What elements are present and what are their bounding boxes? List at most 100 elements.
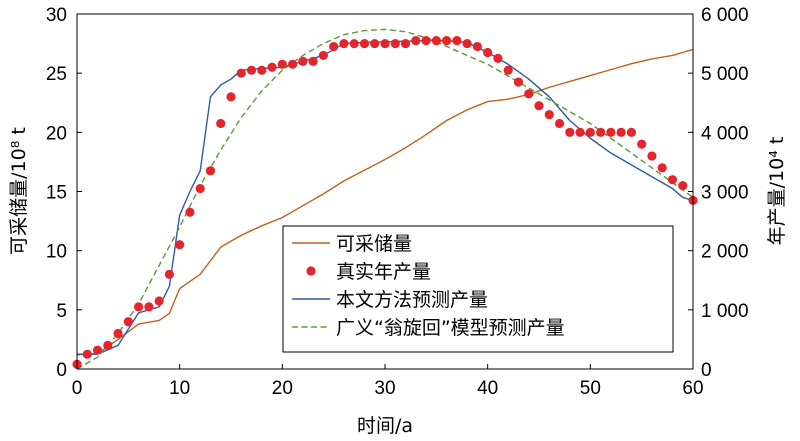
- data-point: [92, 345, 103, 355]
- data-point: [175, 240, 185, 250]
- legend-label: 可采储量: [336, 233, 412, 255]
- legend-item: 广义“翁旋回”模型预测产量: [292, 317, 565, 339]
- data-point: [103, 340, 113, 350]
- data-point: [257, 65, 267, 75]
- data-point: [113, 328, 123, 339]
- data-point: [544, 109, 554, 120]
- data-point: [370, 38, 380, 49]
- data-point: [565, 127, 575, 137]
- data-point: [359, 38, 370, 49]
- legend-box: [282, 225, 674, 353]
- legend-item: 可采储量: [292, 233, 412, 255]
- data-point: [390, 38, 400, 49]
- data-point: [637, 139, 647, 149]
- data-point: [575, 127, 585, 137]
- data-point: [411, 36, 421, 46]
- data-point: [554, 118, 565, 129]
- y-left-tick-label: 25: [46, 64, 67, 85]
- data-point: [452, 36, 462, 46]
- y-left-tick-label: 30: [46, 5, 67, 26]
- y-right-tick-label: 4 000: [701, 123, 749, 144]
- data-point: [298, 56, 308, 66]
- data-point: [154, 296, 164, 306]
- legend-label: 本文方法预测产量: [336, 289, 488, 311]
- series-layer: [72, 28, 698, 370]
- y-left-tick-label: 15: [46, 183, 67, 204]
- data-point: [123, 317, 133, 327]
- data-point: [667, 175, 678, 185]
- data-point: [144, 302, 154, 312]
- data-point: [647, 151, 657, 161]
- x-tick-label: 10: [169, 378, 190, 399]
- data-point: [503, 65, 513, 75]
- data-point: [205, 166, 216, 176]
- y-right-tick-label: 0: [701, 360, 712, 381]
- data-point: [421, 36, 431, 46]
- x-tick-label: 20: [272, 378, 293, 399]
- legend-label: 广义“翁旋回”模型预测产量: [336, 317, 565, 339]
- x-tick-label: 40: [477, 378, 498, 399]
- legend-marker: [306, 266, 316, 276]
- data-point: [442, 36, 452, 46]
- x-tick-label: 60: [682, 378, 703, 399]
- data-point: [236, 68, 246, 78]
- x-tick-label: 50: [580, 378, 601, 399]
- y-left-tick-label: 20: [46, 123, 67, 144]
- data-point: [657, 163, 667, 173]
- data-point: [400, 38, 411, 49]
- scatter-series-actual-production: [72, 36, 698, 369]
- x-axis-title: 时间/a: [357, 415, 413, 437]
- data-point: [616, 127, 626, 137]
- y-left-tick-label: 5: [56, 301, 67, 322]
- data-point: [308, 56, 318, 66]
- data-point: [329, 41, 339, 52]
- data-point: [288, 59, 298, 69]
- y-right-tick-label: 5 000: [701, 64, 749, 85]
- data-point: [626, 127, 637, 137]
- data-point: [164, 269, 174, 279]
- data-point: [185, 207, 195, 217]
- y-right-tick-label: 1 000: [701, 301, 749, 322]
- data-point: [267, 62, 277, 72]
- data-point: [82, 349, 92, 359]
- legend-item: 真实年产量: [306, 261, 431, 283]
- data-point: [277, 59, 287, 69]
- data-point: [493, 53, 503, 63]
- data-point: [462, 38, 472, 49]
- data-point: [339, 38, 349, 49]
- data-point: [524, 89, 534, 99]
- data-point: [380, 38, 390, 49]
- data-point: [596, 127, 606, 137]
- data-point: [483, 47, 493, 58]
- data-point: [318, 50, 328, 61]
- x-tick-label: 30: [374, 378, 395, 399]
- series-line-weng-cycle-prediction: [76, 28, 694, 370]
- data-point: [606, 127, 616, 137]
- legend-item: 本文方法预测产量: [292, 289, 488, 311]
- y-right-tick-label: 3 000: [701, 183, 749, 204]
- data-point: [472, 41, 482, 52]
- y-left-axis-title: 可采储量/10⁸ t: [8, 127, 30, 255]
- data-point: [195, 183, 205, 194]
- y-left-tick-label: 10: [46, 242, 67, 263]
- data-point: [431, 36, 441, 46]
- legend-label: 真实年产量: [336, 261, 431, 283]
- y-left-tick-label: 0: [56, 360, 67, 381]
- data-point: [534, 101, 544, 111]
- y-right-tick-label: 2 000: [701, 242, 749, 263]
- data-point: [216, 118, 226, 129]
- data-point: [246, 65, 257, 75]
- data-point: [134, 302, 144, 312]
- data-point: [513, 77, 524, 87]
- x-tick-label: 0: [72, 378, 83, 399]
- y-right-axis-title: 年产量/10⁴ t: [766, 137, 788, 246]
- series-line-recoverable-reserves: [76, 48, 694, 356]
- data-point: [226, 92, 236, 102]
- data-point: [349, 38, 359, 49]
- y-right-tick-label: 6 000: [701, 5, 749, 26]
- data-point: [678, 180, 688, 191]
- data-point: [585, 127, 595, 137]
